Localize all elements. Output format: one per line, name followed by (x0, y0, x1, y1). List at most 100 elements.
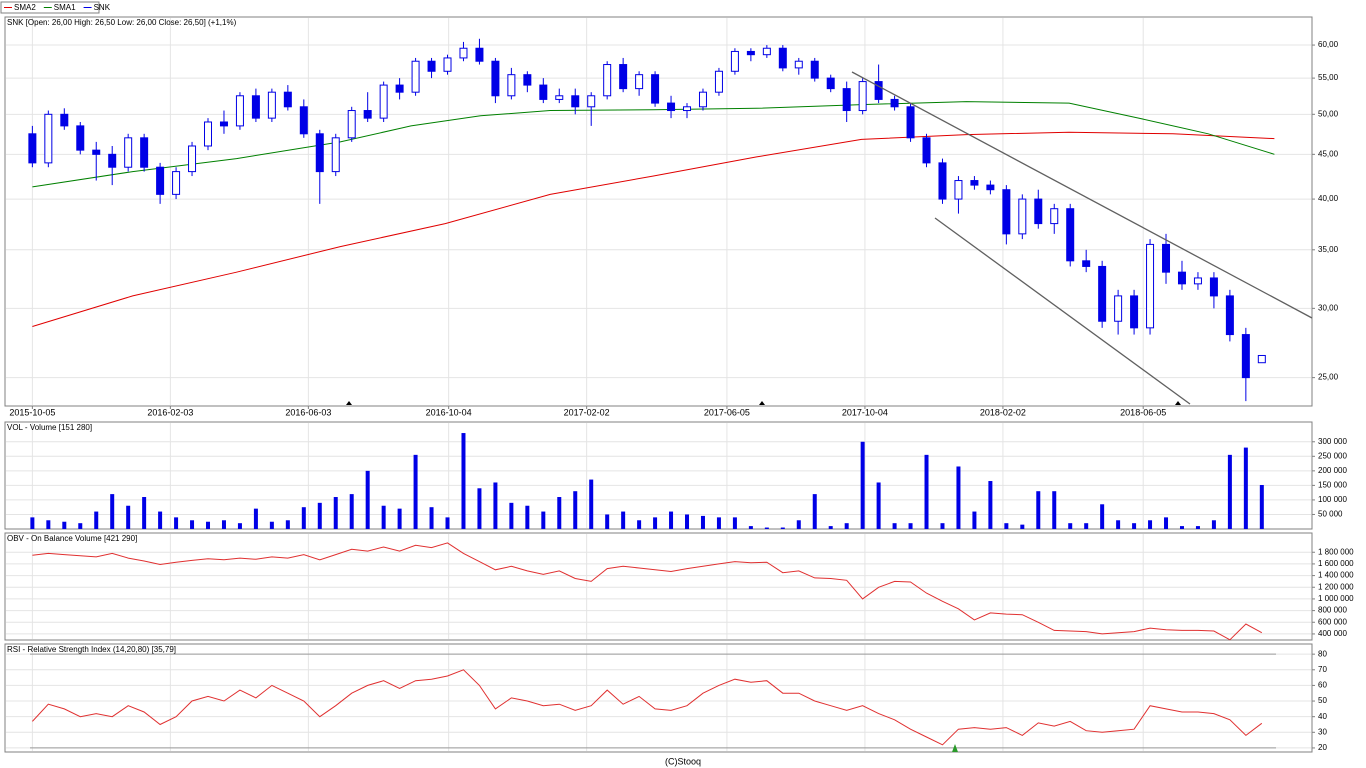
y-tick-label: 55,00 (1318, 73, 1339, 82)
indicator-line (32, 542, 1263, 641)
candle-body (44, 113, 53, 164)
candle-body (459, 47, 468, 59)
candle-body (523, 74, 532, 86)
candle-body (714, 70, 723, 93)
volume-bar (685, 514, 690, 529)
indicator-line (32, 669, 1263, 746)
x-tick-label: 2016-10-04 (426, 407, 472, 417)
y-tick-label: 30,00 (1318, 303, 1339, 312)
candle-body (1193, 277, 1202, 285)
volume-bar (541, 511, 546, 529)
volume-bar (1195, 526, 1200, 529)
candle-body (204, 121, 213, 147)
candle-body (651, 74, 660, 104)
volume-bar (285, 520, 290, 529)
volume-bar (317, 502, 322, 529)
candle-body (938, 162, 947, 200)
candle-body (1082, 260, 1091, 267)
x-tick-label: 2016-02-03 (147, 407, 193, 417)
volume-bar (1164, 517, 1169, 529)
candle-body (746, 50, 755, 56)
candle-body (698, 91, 707, 108)
candle-body (76, 125, 85, 151)
volume-bar (413, 454, 418, 529)
candle-body (475, 47, 484, 62)
y-tick-label: 1 600 000 (1318, 559, 1354, 568)
panel-title: VOL - Volume [151 280] (7, 423, 92, 432)
volume-bar (748, 526, 753, 529)
y-tick-label: 20 (1318, 743, 1327, 752)
volume-bar (1036, 491, 1041, 529)
y-tick-label: 300 000 (1318, 437, 1347, 446)
candle-body (890, 98, 899, 108)
candle-body (299, 106, 308, 135)
y-tick-label: 40 (1318, 712, 1327, 721)
y-tick-label: 70 (1318, 665, 1327, 674)
volume-bar (30, 517, 35, 529)
candle-body (1034, 198, 1043, 225)
y-tick-label: 50,00 (1318, 109, 1339, 118)
panel-title: SNK [Open: 26,00 High: 26,50 Low: 26,00 … (7, 18, 237, 27)
volume-bar (461, 433, 466, 529)
candle-body (315, 133, 324, 173)
candle-body (411, 60, 420, 93)
candle-body (108, 153, 117, 168)
volume-bar (988, 481, 993, 529)
y-tick-label: 1 400 000 (1318, 571, 1354, 580)
x-tick-label: 2017-02-02 (564, 407, 610, 417)
candle-body (970, 180, 979, 186)
y-tick-label: 30 (1318, 727, 1327, 736)
candle-body (635, 74, 644, 90)
candle-body (986, 184, 995, 191)
candle-body (539, 84, 548, 100)
volume-bar (253, 508, 258, 529)
volume-bar (94, 511, 99, 529)
volume-bar (780, 527, 785, 529)
sma-line (32, 101, 1275, 188)
candle-body (140, 137, 149, 168)
volume-bar (557, 497, 562, 529)
rsi-panel (4, 643, 1313, 753)
candle-body (1209, 277, 1218, 297)
panel-title: OBV - On Balance Volume [421 290] (7, 534, 137, 543)
candle-body (555, 95, 564, 100)
volume-bar (1259, 485, 1264, 529)
y-tick-label: 150 000 (1318, 480, 1347, 489)
volume-bar (812, 494, 817, 529)
volume-bar (174, 517, 179, 529)
candle-body (1257, 354, 1266, 364)
candle-body (619, 64, 628, 90)
volume-bar (844, 523, 849, 529)
volume-bar (126, 505, 131, 529)
candle-body (1018, 198, 1027, 235)
volume-bar (972, 511, 977, 529)
volume-bar (1211, 520, 1216, 529)
candle-body (954, 180, 963, 200)
candle-body (60, 113, 69, 127)
trend-line (851, 71, 1313, 319)
sma-line (32, 131, 1275, 327)
y-tick-label: 50 000 (1318, 510, 1343, 519)
candle-body (826, 77, 835, 90)
volume-bar (1243, 447, 1248, 529)
candle-body (1114, 295, 1123, 322)
y-tick-label: 200 000 (1318, 466, 1347, 475)
volume-bar (1004, 523, 1009, 529)
volume-bar (1179, 526, 1184, 529)
candle-body (874, 81, 883, 100)
trend-line (934, 217, 1191, 405)
volume-bar (158, 511, 163, 529)
candle-body (1002, 189, 1011, 235)
candle-body (235, 95, 244, 127)
y-tick-label: 45,00 (1318, 149, 1339, 158)
candle-body (156, 166, 165, 195)
volume-bar (221, 520, 226, 529)
volume-bar (493, 482, 498, 529)
panel-title: RSI - Relative Strength Index (14,20,80)… (7, 645, 176, 654)
candle-body (283, 91, 292, 108)
volume-bar (924, 454, 929, 529)
y-tick-label: 100 000 (1318, 495, 1347, 504)
candle-body (28, 133, 37, 164)
y-tick-label: 1 200 000 (1318, 582, 1354, 591)
